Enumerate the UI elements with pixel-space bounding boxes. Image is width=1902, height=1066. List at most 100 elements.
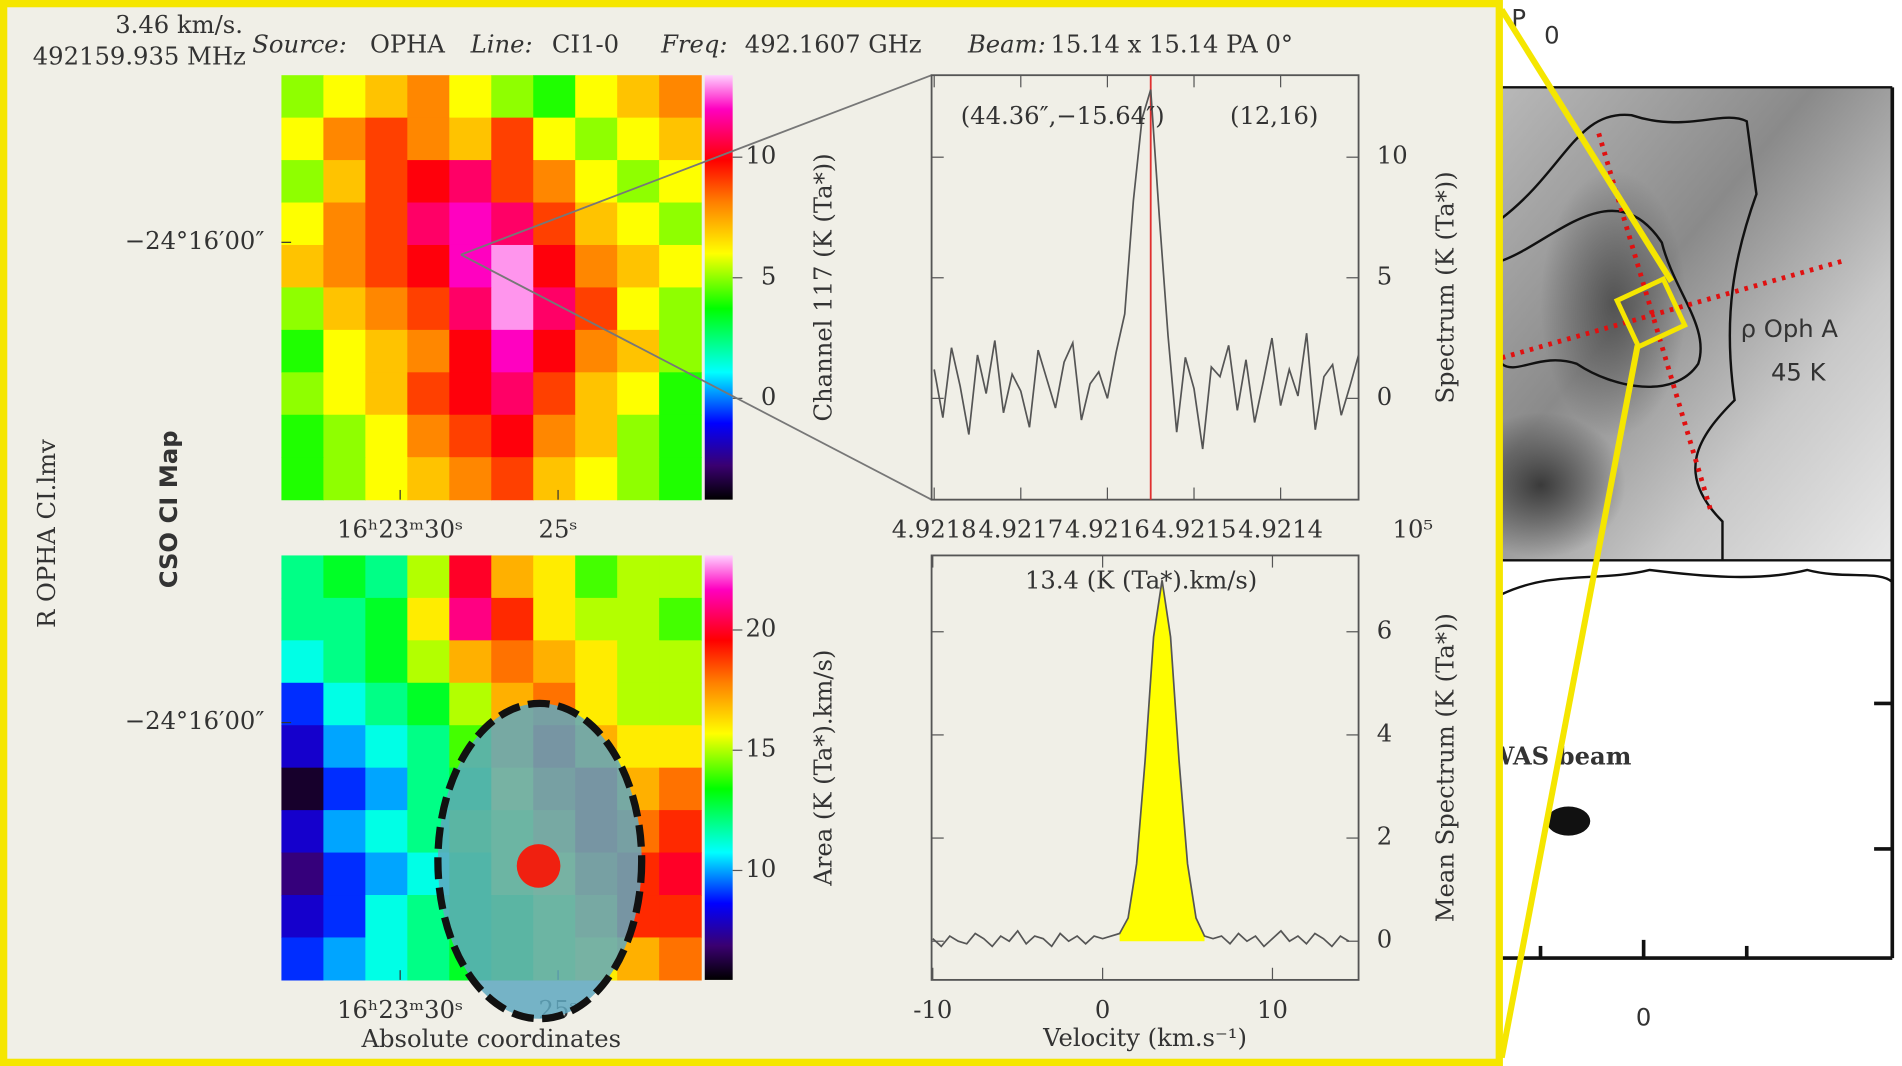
frequency: 492159.935 MHz	[33, 42, 246, 71]
y-tick-label: 4	[1377, 718, 1392, 747]
source-label: ρ Oph A	[1741, 314, 1839, 343]
colorbar-tick-label: 10	[745, 141, 776, 170]
map-cell	[323, 457, 366, 501]
map-cell	[659, 287, 702, 331]
map-cell	[449, 202, 492, 246]
overlay	[434, 699, 646, 1023]
colorbar-label: Area (K (Ta*).km/s)	[808, 650, 837, 887]
map-cell	[281, 937, 324, 981]
file-label: R OPHA CI.lmv	[32, 439, 61, 628]
map-cell	[407, 414, 450, 458]
map-cell	[659, 725, 702, 769]
map-cell	[659, 937, 702, 981]
map-cell	[407, 725, 450, 769]
area-fill	[1119, 580, 1205, 942]
map-cell	[491, 372, 534, 416]
map-cell	[575, 414, 618, 458]
map-cell	[449, 160, 492, 204]
y-axis-label: Spectrum (K (Ta*))	[1431, 171, 1460, 403]
map-cell	[323, 75, 366, 119]
map-cell	[323, 682, 366, 726]
map-cell	[449, 372, 492, 416]
map-cell	[659, 852, 702, 896]
map-cell	[617, 414, 660, 458]
x-axis-label: Velocity (km.s⁻¹)	[1042, 1023, 1247, 1052]
map-cell	[449, 75, 492, 119]
map-cell	[533, 640, 576, 684]
map-cell	[281, 555, 324, 599]
map-cell	[617, 202, 660, 246]
map-cell	[323, 640, 366, 684]
map-cell	[365, 895, 408, 939]
colorbar-tick-label: 0	[761, 382, 776, 411]
header-value: 492.1607 GHz	[745, 30, 922, 59]
map-cell	[449, 329, 492, 373]
contour	[1501, 568, 1894, 596]
map-cell	[365, 597, 408, 641]
map-cell	[491, 414, 534, 458]
colorbar-tick-label: 5	[761, 261, 776, 290]
map-cell	[281, 329, 324, 373]
dark-region	[1540, 169, 1687, 437]
y-tick-label: −24°16′00″	[125, 226, 265, 255]
map-cell	[281, 244, 324, 289]
contour	[1500, 209, 1702, 388]
map-cell	[407, 75, 450, 119]
panel-title-sub: 0	[1544, 20, 1559, 49]
map-cell	[449, 640, 492, 684]
map-cell	[365, 725, 408, 769]
pointer-line	[460, 74, 932, 256]
main-content: 3.46 km/s. 492159.935 MHz Source: OPHA Line:…	[32, 10, 1460, 1053]
map-cell	[575, 202, 618, 246]
map-cell	[491, 117, 534, 161]
map-cell	[617, 372, 660, 416]
map-cell	[659, 75, 702, 119]
y-tick-label: 5	[1377, 261, 1392, 290]
map-cell	[533, 555, 576, 599]
map-cell	[533, 75, 576, 119]
axis-multiplier: 10⁵	[1393, 515, 1434, 544]
map-cell	[323, 287, 366, 331]
x-tick-label: 4.9216	[1065, 515, 1150, 544]
map-cell	[323, 160, 366, 204]
map-cell	[281, 457, 324, 501]
map-cell	[491, 202, 534, 246]
map-cell	[365, 160, 408, 204]
colorbar-label: Channel 117 (K (Ta*))	[808, 153, 837, 421]
main-panel	[0, 0, 1503, 1066]
map-cell	[491, 597, 534, 641]
map-cell	[323, 414, 366, 458]
map-cell	[491, 555, 534, 599]
x-tick-label: 4.9214	[1238, 515, 1323, 544]
map-cell	[365, 767, 408, 811]
map-cell	[407, 457, 450, 501]
map-cell	[659, 895, 702, 939]
colorbar-tick-label: 20	[745, 613, 776, 642]
header-value: CI1-0	[552, 30, 619, 59]
header-value: 15.14 x 15.14 PA 0°	[1050, 30, 1293, 59]
map-cell	[617, 555, 660, 599]
map-cell	[365, 457, 408, 501]
map-cell	[323, 810, 366, 854]
x-tick-label: 16ʰ23ᵐ30ˢ	[337, 515, 463, 544]
annotation: (12,16)	[1230, 101, 1318, 130]
map-cell	[575, 329, 618, 373]
map-cell	[281, 117, 324, 161]
map-cell	[281, 852, 324, 896]
x-tick-label: 4.9215	[1152, 515, 1237, 544]
map-cell	[617, 725, 660, 769]
map-cell	[407, 117, 450, 161]
map-cell	[365, 810, 408, 854]
y-tick-label: 2	[1377, 822, 1392, 851]
map-cell	[575, 457, 618, 501]
cut-line	[1501, 258, 1845, 361]
right-panel: P 0 ρ Oph A 45 K WAS beam 0	[1455, 3, 1895, 1032]
velocity: 3.46 km/s.	[115, 10, 243, 39]
map-cell	[659, 117, 702, 161]
header-label: Source:	[252, 30, 347, 59]
map-cell	[281, 202, 324, 246]
map-cell	[659, 160, 702, 204]
map-cell	[659, 640, 702, 684]
map-cell	[533, 457, 576, 501]
